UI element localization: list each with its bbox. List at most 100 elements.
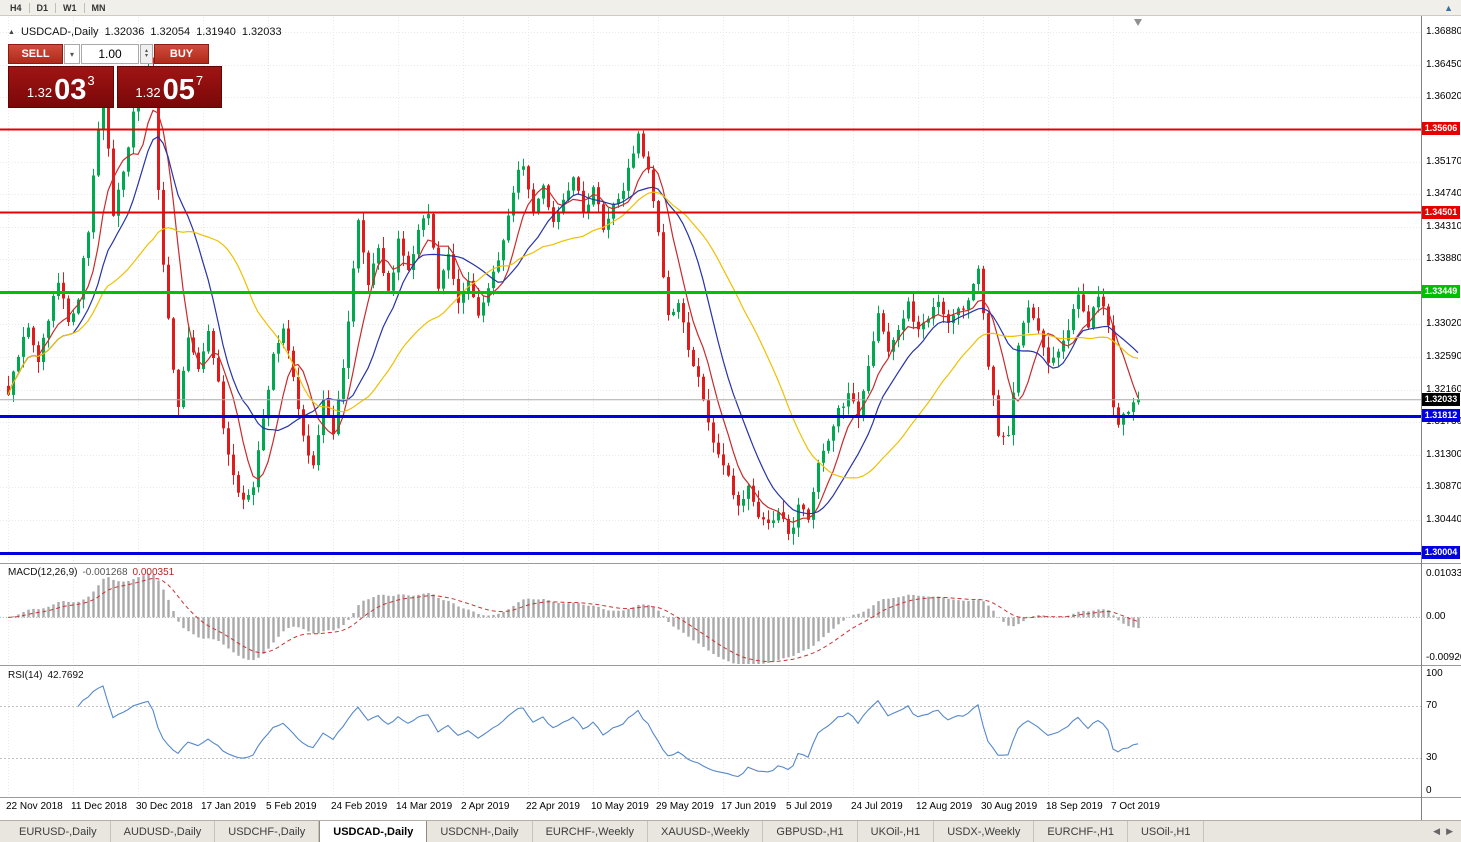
timeframe-w1-button[interactable]: W1: [58, 1, 82, 15]
timeframe-d1-button[interactable]: D1: [32, 1, 54, 15]
ohlc-low: 1.31940: [196, 26, 236, 38]
volume-stepper[interactable]: ▴ ▾: [140, 44, 153, 64]
date-tick-label: 29 May 2019: [656, 801, 714, 812]
buy-price-point: 7: [195, 73, 204, 88]
ma-line-14: [7, 135, 1139, 515]
date-tick-label: 11 Dec 2018: [71, 801, 127, 812]
toolbar-divider: [55, 2, 57, 13]
price-tick-label: 1.34310: [1426, 220, 1461, 232]
price-axis[interactable]: 1.36880 1.36450 1.36020 1.35170 1.34740 1.343…: [1422, 16, 1461, 800]
chart-tab[interactable]: EURUSD-,Daily: [6, 821, 111, 842]
ohlc-close: 1.32033: [241, 26, 282, 38]
date-tick-label: 10 May 2019: [591, 801, 649, 812]
macd-axis-label: 0.00: [1426, 611, 1446, 623]
current-price-badge: 1.32033: [1422, 392, 1460, 406]
chart-shift-marker: [1134, 19, 1142, 26]
macd-layer: [0, 573, 1421, 664]
level-price-badge: 1.30004: [1422, 546, 1460, 560]
chart-tab[interactable]: USDCNH-,Daily: [427, 821, 533, 842]
price-tick-label: 1.33020: [1426, 318, 1461, 330]
rsi-axis-label: 0: [1426, 785, 1432, 796]
date-tick-label: 24 Feb 2019: [331, 801, 388, 812]
ohlc-open: 1.32036: [104, 26, 145, 38]
chart-tab[interactable]: UKOil-,H1: [858, 821, 935, 842]
date-tick-label: 18 Sep 2019: [1046, 801, 1103, 812]
date-tick-label: 17 Jan 2019: [201, 801, 257, 812]
buy-price-display[interactable]: 1.32 05 7: [116, 66, 222, 108]
price-tick-label: 1.33880: [1426, 253, 1461, 265]
price-tick-label: 1.32160: [1426, 383, 1461, 395]
rsi-indicator-label: RSI(14) 42.7692: [8, 670, 84, 681]
chart-tab-active[interactable]: USDCAD-,Daily: [319, 821, 428, 842]
timeframe-mn-button[interactable]: MN: [87, 1, 111, 15]
date-tick-label: 2 Apr 2019: [461, 801, 510, 812]
chart-ohlc-title: ▲ USDCAD-,Daily 1.32036 1.32054 1.31940 …: [8, 26, 282, 38]
macd-main-value: -0.001268: [82, 567, 128, 578]
date-tick-label: 30 Aug 2019: [981, 801, 1038, 812]
date-tick-label: 12 Aug 2019: [916, 801, 973, 812]
macd-axis-label: 0.0103311: [1426, 568, 1461, 579]
chart-tab[interactable]: USDCHF-,Daily: [215, 821, 320, 842]
price-tick-label: 1.31300: [1426, 448, 1461, 460]
level-price-badge: 1.34501: [1422, 205, 1460, 219]
rsi-axis-label: 30: [1426, 752, 1438, 763]
date-tick-label: 22 Apr 2019: [526, 801, 580, 812]
chart-tab-bar: EURUSD-,Daily AUDUSD-,Daily USDCHF-,Daily U…: [0, 820, 1461, 842]
toolbar-divider: [28, 2, 30, 13]
grid-lines: [0, 17, 1421, 797]
symbol-marker-icon: ▲: [8, 28, 15, 36]
volume-input[interactable]: 1.00: [81, 44, 139, 64]
level-price-badge: 1.35606: [1422, 122, 1460, 135]
chart-tab[interactable]: EURCHF-,H1: [1034, 821, 1128, 842]
buy-price-prefix: 1.32: [135, 85, 161, 100]
buy-price-pips: 05: [162, 74, 195, 107]
price-tick-label: 1.34740: [1426, 188, 1461, 200]
date-tick-label: 17 Jun 2019: [721, 801, 777, 812]
ma-line-7: [7, 109, 1139, 523]
timeframe-toolbar: H4 D1 W1 MN ▲: [0, 0, 1461, 16]
date-tick-label: 14 Mar 2019: [396, 801, 453, 812]
macd-indicator-label: MACD(12,26,9) -0.001268 0.000351: [8, 567, 174, 578]
chart-tab[interactable]: XAUUSD-,Weekly: [648, 821, 764, 842]
tab-scroll-right-icon[interactable]: ▶: [1446, 826, 1453, 836]
timeframe-h4-button[interactable]: H4: [5, 1, 27, 15]
macd-name: MACD(12,26,9): [8, 567, 78, 578]
chart-tab[interactable]: AUDUSD-,Daily: [111, 821, 216, 842]
chart-tab[interactable]: EURCHF-,Weekly: [533, 821, 648, 842]
chart-tab[interactable]: USDX-,Weekly: [934, 821, 1035, 842]
spin-down-icon: ▾: [144, 53, 148, 59]
price-tick-label: 1.36880: [1426, 26, 1461, 37]
tab-scroll-controls: ◀ ▶: [1433, 821, 1461, 842]
buy-button[interactable]: BUY: [154, 44, 209, 64]
sell-price-prefix: 1.32: [26, 85, 53, 100]
tab-scroll-left-icon[interactable]: ◀: [1433, 826, 1441, 836]
price-tick-label: 1.36450: [1426, 58, 1461, 70]
rsi-line: [77, 685, 1139, 778]
date-tick-label: 30 Dec 2018: [136, 801, 193, 812]
price-tick-label: 1.30440: [1426, 513, 1461, 525]
macd-signal-value: 0.000351: [132, 567, 175, 578]
price-tick-label: 1.30870: [1426, 481, 1461, 493]
rsi-layer: [0, 685, 1421, 778]
chart-tab[interactable]: USOil-,H1: [1128, 821, 1205, 842]
sell-button[interactable]: SELL: [8, 44, 63, 64]
date-tick-label: 7 Oct 2019: [1111, 801, 1160, 812]
rsi-axis-label: 70: [1426, 700, 1438, 711]
date-axis[interactable]: 22 Nov 2018 11 Dec 2018 30 Dec 2018 17 Jan …: [0, 800, 1421, 816]
date-tick-label: 22 Nov 2018: [6, 801, 63, 812]
one-click-trade-panel: SELL ▾ 1.00 ▴ ▾ BUY 1.32 03 3 1.32 05 7: [8, 44, 222, 108]
price-tick-label: 1.32590: [1426, 351, 1461, 362]
chart-tab[interactable]: GBPUSD-,H1: [763, 821, 858, 842]
macd-axis-label: -0.0092011: [1426, 652, 1461, 663]
sell-price-display[interactable]: 1.32 03 3: [8, 66, 114, 108]
price-tick-label: 1.36020: [1426, 91, 1461, 103]
rsi-axis-label: 100: [1426, 668, 1443, 679]
ma-line-30: [7, 191, 1139, 479]
toolbar-divider: [83, 2, 85, 13]
chart-symbol-label: USDCAD-,Daily: [20, 26, 99, 38]
volume-dropdown[interactable]: ▾: [64, 44, 80, 64]
sell-price-pips: 03: [54, 74, 87, 107]
rsi-value: 42.7692: [47, 670, 84, 681]
scroll-to-end-icon[interactable]: ▲: [1444, 3, 1453, 13]
